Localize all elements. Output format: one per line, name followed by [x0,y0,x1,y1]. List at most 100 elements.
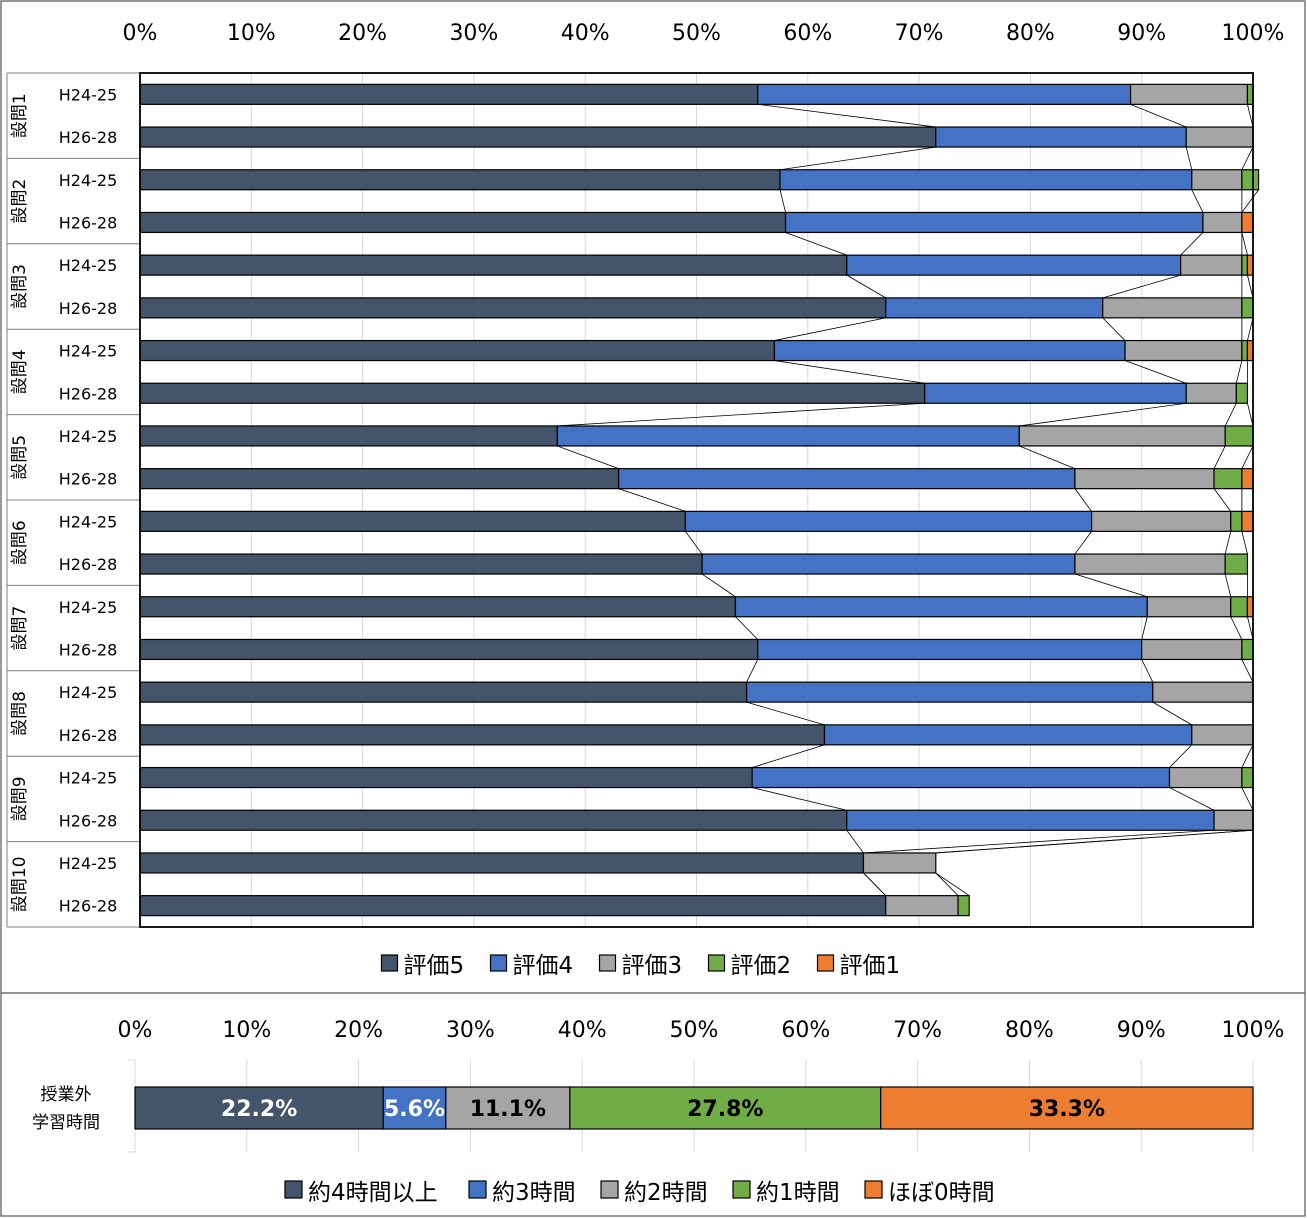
legend-label: 評価5 [404,953,465,979]
group-label: 設問6 [10,520,30,565]
bar-segment [556,425,1020,447]
series-line [1141,659,1154,683]
bar-segment [1213,809,1254,831]
bar-segment [751,766,1171,789]
series-line [774,317,886,341]
series-line [746,659,759,683]
legend-label: 評価2 [731,953,792,979]
series-line [1169,787,1215,811]
series-line [746,701,825,726]
legend-1: 評価5 評価4 評価3 評価2 評価1 [380,953,900,979]
period-label: H26-28 [59,726,118,745]
bar-segment [139,766,753,789]
bar-segment [139,425,558,447]
bar-segment [139,211,787,234]
bar-segment [1241,468,1254,490]
bar-segment [935,126,1187,148]
bar-segment [1074,468,1215,490]
series-line [1169,744,1193,768]
data-label: 33.3% [1029,1097,1105,1122]
bar-segment [139,339,776,362]
bar-segment [1241,169,1260,191]
bar-segment [1074,553,1226,575]
x-tick-label: 20% [338,21,387,46]
series-line [1074,573,1148,598]
series-line [1224,403,1237,427]
period-label: H24-25 [59,256,118,275]
bar-segment [139,83,759,105]
series-line [1247,317,1254,341]
period-label: H26-28 [59,555,118,574]
bar-segment [1224,553,1249,575]
series-line [1224,573,1232,597]
x-tick-label: 80% [1005,1018,1054,1043]
bar-segment [846,254,1182,276]
series-line [1247,275,1254,298]
period-label: H26-28 [59,640,118,659]
bar-segment [139,852,865,874]
bar-segment [617,468,1076,490]
bar-segment [139,724,826,746]
bar-segment [1018,425,1226,447]
bar-segment [1241,254,1249,276]
bar-segment [1235,382,1249,404]
series-line [1019,445,1076,470]
series-line [1247,104,1254,128]
bar-segment [773,339,1126,362]
series-line [1241,659,1254,683]
legend-swatch [380,954,399,972]
period-label: H26-28 [59,897,118,916]
series-line [1102,317,1126,341]
series-line [1241,787,1254,811]
legend-swatch [284,1180,303,1199]
legend-2: 約4時間以上 約3時間 約2時間 約1時間 ほぼ0時間 [284,1180,995,1206]
x-tick-label: 10% [222,1018,271,1043]
legend-label: 約3時間 [492,1180,576,1206]
series-line [1235,360,1243,384]
x-tick-label: 30% [449,21,498,46]
series-line [1241,445,1254,469]
period-label: H24-25 [59,769,118,788]
bar-segment [382,1086,447,1130]
bar-segment [139,510,686,532]
bar-segment [1191,724,1254,746]
bar-segment [1224,425,1254,447]
series-line [757,103,936,128]
bar-segment [139,126,937,148]
period-label: H26-28 [59,470,118,489]
series-line [1241,146,1254,170]
legend-label: 約4時間以上 [308,1180,438,1206]
bar-segment [784,211,1204,234]
period-label: H26-28 [59,811,118,830]
bar-segment [745,681,1154,703]
period-label: H26-28 [59,299,118,318]
legend-label: 評価3 [622,953,683,979]
chart-2: 0% 10% 20% 30% 40% 50% 60% 70% 80% 90% 100% 授業外学習時間… [32,1018,1284,1206]
series-lines [557,103,1259,896]
group-label: 設問9 [10,776,30,821]
legend-label: ほぼ0時間 [888,1180,995,1206]
x-tick-label: 100% [1222,1018,1285,1043]
bar-segment [139,169,781,191]
bar-segment [1241,211,1254,234]
bar-segment [701,553,1076,575]
x-tick-label: 40% [558,1018,607,1043]
bar-segment [1191,169,1243,191]
series-line [1247,403,1254,427]
bar-segment [139,254,848,276]
group-label: 設問1 [10,93,30,138]
data-label: 22.2% [221,1097,297,1122]
group-label: 設問10 [10,856,30,912]
x-tick-label: 50% [672,21,721,46]
series-line [1124,360,1187,384]
period-label: H24-25 [59,512,118,531]
category-label: 学習時間 [32,1113,100,1133]
legend-swatch [598,954,617,972]
legend-label: 約2時間 [624,1180,708,1206]
bar-segment [139,638,759,661]
bar-segment [1146,596,1232,618]
bar-segment [139,895,887,917]
series-line [863,829,1215,854]
